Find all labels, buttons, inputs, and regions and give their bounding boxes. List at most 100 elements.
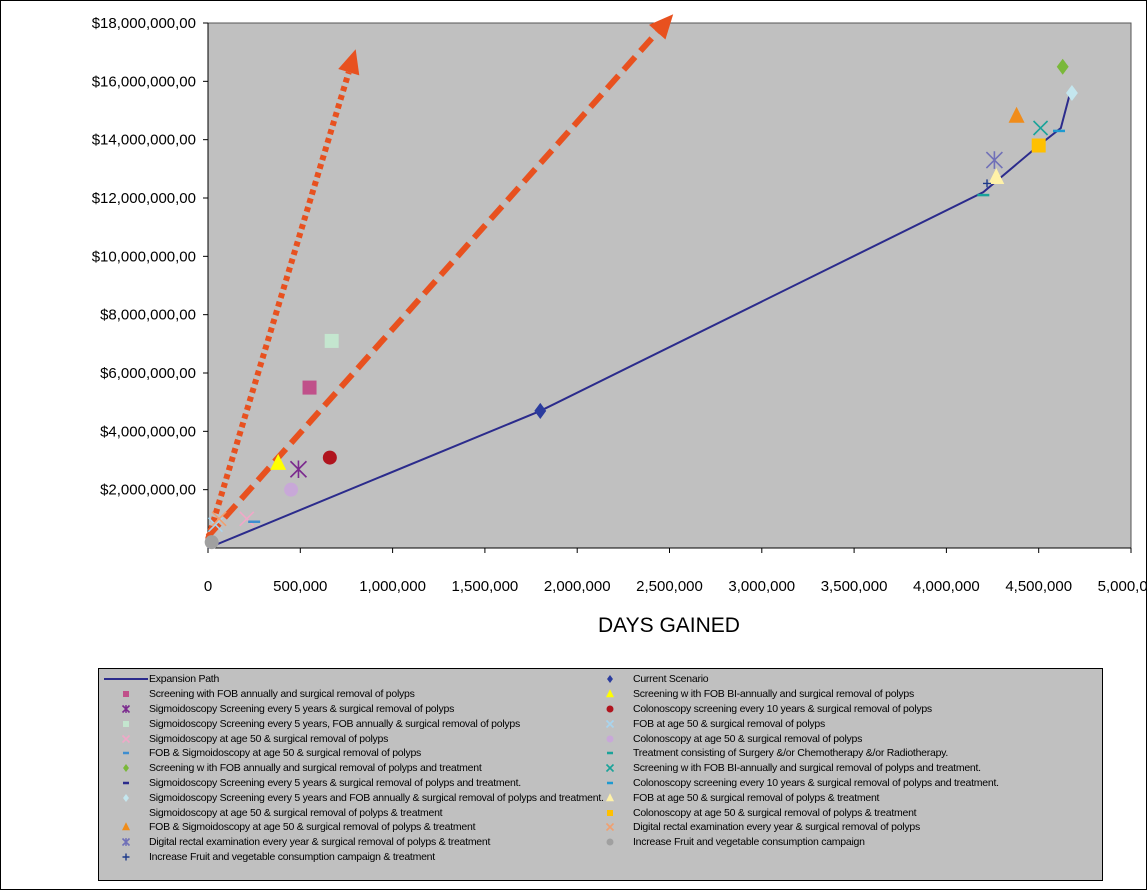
legend-label: FOB & Sigmoidoscopy at age 50 & surgical… (149, 747, 422, 760)
legend-label: Sigmoidoscopy Screening every 5 years, F… (149, 717, 521, 730)
x-axis-ticks: 0 500,000 1,000,000 1,500,000 2,000,000 2,500… (204, 548, 1147, 595)
legend-marker (123, 793, 129, 802)
y-tick-label: $8,000,000,00 (100, 307, 196, 324)
legend-key-icon (103, 717, 149, 731)
x-tick-label: 3,500,000 (821, 578, 888, 595)
legend-marker (121, 704, 131, 714)
legend-item: FOB & Sigmoidoscopy at age 50 & surgical… (103, 820, 604, 835)
legend-key-icon (587, 687, 633, 701)
x-tick-label: 500,000 (273, 578, 327, 595)
legend: Expansion Path Screening with FOB annuall… (98, 668, 1103, 881)
legend-marker (607, 675, 613, 684)
legend-key-icon (103, 746, 149, 760)
y-tick-label: $14,000,000,00 (92, 132, 196, 149)
legend-item: Sigmoidoscopy at age 50 & surgical remov… (103, 805, 604, 820)
legend-marker (606, 705, 614, 713)
legend-label: Screening w ith FOB BI-annually and surg… (633, 762, 981, 775)
legend-key-icon (103, 850, 149, 864)
legend-key-icon (103, 791, 149, 805)
legend-item: Increase Fruit and vegetable consumption… (587, 835, 999, 850)
legend-key-icon (587, 806, 633, 820)
legend-key-icon (587, 776, 633, 790)
legend-item: Screening with FOB annually and surgical… (103, 687, 604, 702)
legend-label: Screening w ith FOB annually and surgica… (149, 762, 482, 775)
data-point-4 (270, 453, 287, 470)
legend-label: Colonoscopy at age 50 & surgical removal… (633, 732, 863, 745)
trend-arrow-dotted-shaft (205, 71, 352, 541)
data-point-9 (239, 511, 255, 527)
legend-item: Colonoscopy at age 50 & surgical removal… (587, 731, 999, 746)
legend-label: Digital rectal examination every year & … (149, 836, 491, 849)
x-axis-label: DAYS GAINED (598, 614, 740, 637)
data-point-6 (322, 450, 337, 465)
legend-key-icon (103, 672, 149, 686)
x-tick-label: 5,000,000 (1098, 578, 1147, 595)
legend-marker (606, 735, 614, 743)
legend-item: Colonoscopy screening every 10 years & s… (587, 702, 999, 717)
legend-key-icon (103, 820, 149, 834)
legend-item: FOB at age 50 & surgical removal of poly… (587, 790, 999, 805)
legend-label: Sigmoidoscopy Screening every 5 years & … (149, 702, 455, 715)
legend-item: Current Scenario (587, 672, 999, 687)
legend-key-icon (103, 835, 149, 849)
legend-item: Sigmoidoscopy Screening every 5 years an… (103, 790, 604, 805)
legend-item: Sigmoidoscopy Screening every 5 years & … (103, 702, 604, 717)
legend-marker (123, 720, 129, 727)
plot-area (207, 22, 1132, 549)
expansion-path-layer (207, 92, 1072, 549)
legend-key-icon (587, 746, 633, 760)
legend-item: Sigmoidoscopy Screening every 5 years, F… (103, 716, 604, 731)
data-point-14 (1032, 120, 1049, 136)
trend-arrow-dashed-head (649, 14, 674, 40)
x-tick-label: 4,000,000 (913, 578, 980, 595)
legend-label: FOB at age 50 & surgical removal of poly… (633, 717, 826, 730)
data-point-2 (534, 402, 547, 419)
legend-item: Screening w ith FOB BI-annually and surg… (587, 761, 999, 776)
legend-marker (121, 838, 131, 847)
data-point-17 (1065, 84, 1078, 102)
data-point-7 (324, 333, 339, 348)
data-point-22 (211, 511, 227, 527)
x-tick-label: 4,500,000 (1005, 578, 1072, 595)
legend-key-icon (103, 732, 149, 746)
legend-item: Digital rectal examination every year & … (587, 820, 999, 835)
legend-label: FOB at age 50 & surgical removal of poly… (633, 791, 880, 804)
legend-item: Digital rectal examination every year & … (103, 835, 604, 850)
legend-marker (606, 792, 614, 801)
legend-label: Sigmoidoscopy Screening every 5 years an… (149, 791, 604, 804)
data-point-13 (1056, 58, 1069, 75)
y-tick-label: $4,000,000,00 (100, 423, 196, 440)
y-tick-label: $18,000,000,00 (92, 15, 196, 32)
legend-item: Screening w ith FOB BI-annually and surg… (587, 687, 999, 702)
data-point-3 (302, 380, 317, 395)
data-point-5 (289, 460, 308, 479)
legend-marker (607, 809, 613, 816)
legend-item: Colonoscopy screening every 10 years & s… (587, 776, 999, 791)
legend-label: Sigmoidoscopy Screening every 5 years & … (149, 776, 521, 789)
data-point-10 (284, 482, 299, 497)
legend-marker (605, 764, 615, 773)
legend-label: Colonoscopy screening every 10 years & s… (633, 776, 999, 789)
legend-key-icon (587, 717, 633, 731)
legend-key-icon (587, 835, 633, 849)
legend-label: Sigmoidoscopy at age 50 & surgical remov… (149, 806, 443, 819)
legend-label: Treatment consisting of Surgery &/or Che… (633, 747, 949, 760)
y-tick-label: $16,000,000,00 (92, 73, 196, 90)
legend-key-icon (103, 702, 149, 716)
data-points-layer (204, 58, 1078, 550)
x-tick-label: 2,000,000 (544, 578, 611, 595)
legend-item: Sigmoidoscopy at age 50 & surgical remov… (103, 731, 604, 746)
legend-label: Sigmoidoscopy at age 50 & surgical remov… (149, 732, 389, 745)
legend-marker (123, 691, 129, 698)
legend-marker (122, 822, 130, 831)
legend-label: Current Scenario (633, 673, 709, 686)
y-tick-label: $10,000,000,00 (92, 248, 196, 265)
legend-marker (122, 853, 130, 861)
legend-key-icon (587, 732, 633, 746)
legend-item: Expansion Path (103, 672, 604, 687)
legend-item: FOB & Sigmoidoscopy at age 50 & surgical… (103, 746, 604, 761)
legend-item: FOB at age 50 & surgical removal of poly… (587, 716, 999, 731)
legend-item: Increase Fruit and vegetable consumption… (103, 850, 604, 865)
data-point-18 (988, 167, 1005, 184)
legend-item: Treatment consisting of Surgery &/or Che… (587, 746, 999, 761)
